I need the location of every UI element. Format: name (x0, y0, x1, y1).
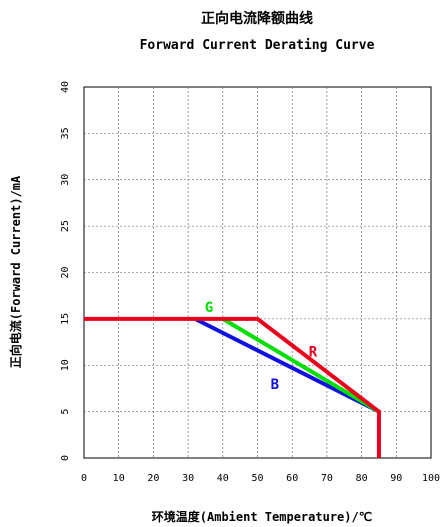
chart-title: 正向电流降额曲线 (201, 10, 313, 27)
x-tick-label: 90 (390, 473, 402, 484)
y-axis-label: 正向电流(Forward Current)/mA (8, 175, 23, 368)
series-lines (84, 316, 381, 458)
series-label-b: B (271, 377, 279, 393)
series-line-g (221, 317, 380, 414)
x-tick-label: 30 (182, 473, 194, 484)
series-label-g: G (205, 300, 213, 316)
y-tick-label: 0 (60, 455, 71, 461)
x-tick-label: 100 (422, 473, 440, 484)
y-tick-label: 15 (60, 313, 71, 325)
x-tick-label: 50 (251, 473, 263, 484)
series-line-b (194, 317, 380, 414)
y-tick-label: 25 (60, 220, 71, 232)
y-tick-label: 30 (60, 174, 71, 186)
x-tick-label: 10 (113, 473, 125, 484)
series-labels: R G B (205, 300, 318, 393)
grid (84, 87, 431, 458)
x-tick-label: 70 (321, 473, 333, 484)
x-axis-label: 环境温度(Ambient Temperature)/℃ (152, 509, 372, 524)
y-tick-label: 20 (60, 266, 71, 278)
y-tick-label: 40 (60, 81, 71, 93)
y-tick-label: 5 (60, 409, 71, 415)
chart-subtitle: Forward Current Derating Curve (140, 38, 375, 53)
tick-labels: 0 10 20 30 40 50 60 70 80 90 100 0 5 10 15 20 25 30 35 40 (60, 81, 440, 484)
y-tick-label: 10 (60, 359, 71, 371)
x-tick-label: 40 (217, 473, 229, 484)
series-line-r (84, 316, 381, 458)
x-tick-label: 0 (81, 473, 87, 484)
x-tick-label: 60 (286, 473, 298, 484)
x-tick-label: 20 (147, 473, 159, 484)
y-tick-label: 35 (60, 127, 71, 139)
x-tick-label: 80 (356, 473, 368, 484)
series-label-r: R (309, 344, 318, 360)
